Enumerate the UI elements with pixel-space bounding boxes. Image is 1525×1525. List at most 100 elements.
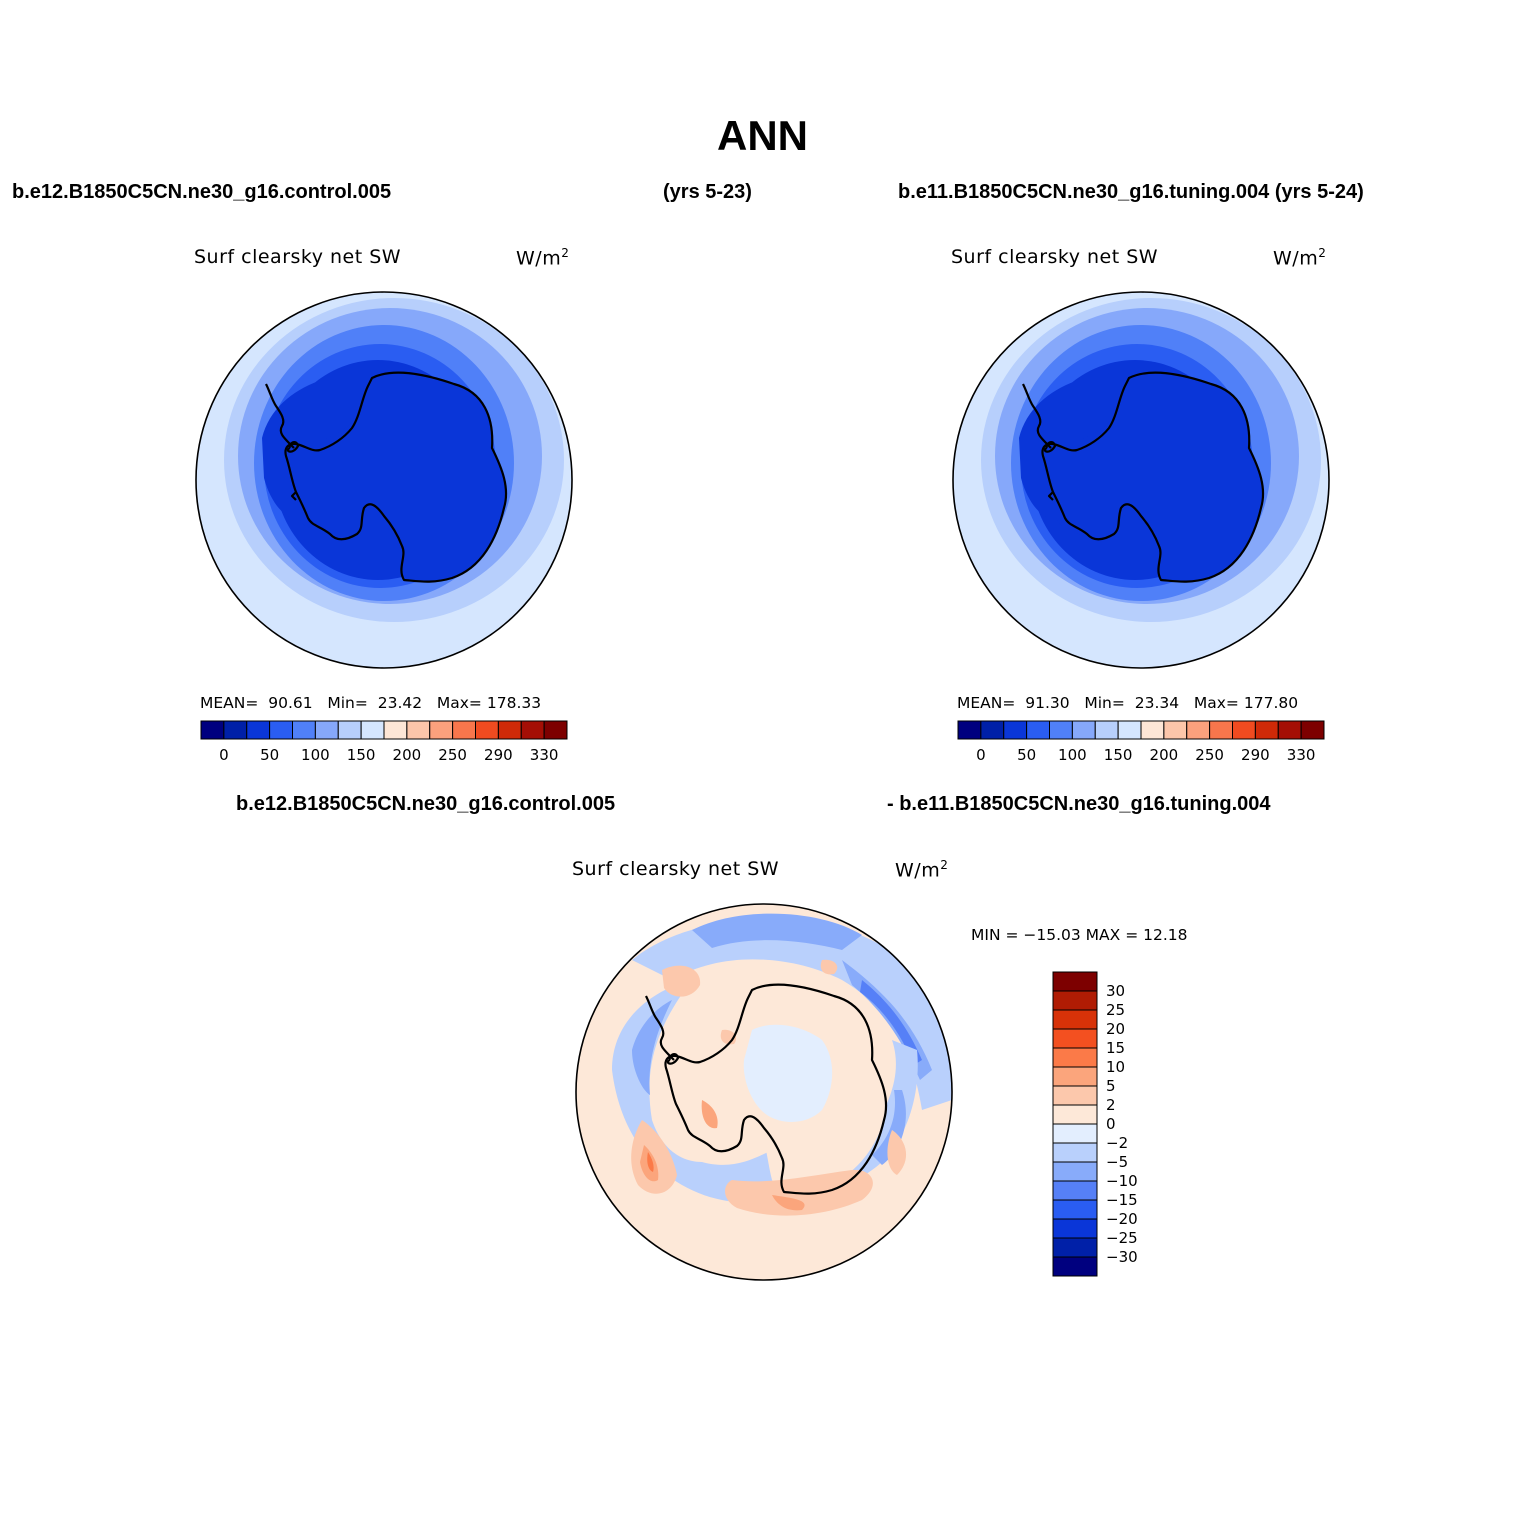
panel2-polar-map bbox=[952, 291, 1330, 669]
diff-variable: Surf clearsky net SW bbox=[572, 858, 780, 880]
diff-colorbar-tick-label: −5 bbox=[1106, 1153, 1129, 1171]
diff-colorbar-tick-label: −30 bbox=[1106, 1248, 1138, 1266]
diff-stats: MIN = −15.03 MAX = 12.18 bbox=[971, 926, 1188, 944]
panel1-colorbar-labels: 0 50 100 150 200 250 290 330 bbox=[200, 746, 568, 766]
diff-colorbar-tick-label: 5 bbox=[1106, 1077, 1116, 1095]
panel1-colorbar-swatch bbox=[360, 720, 385, 740]
diff-colorbar-swatch bbox=[1052, 1142, 1098, 1163]
panel2-colorbar-swatch bbox=[1254, 720, 1279, 740]
panel2-colorbar-tick-label: 290 bbox=[1241, 746, 1270, 764]
panel2-colorbar-tick-label: 50 bbox=[1017, 746, 1037, 764]
panel2-units: W/m2 bbox=[1273, 246, 1327, 270]
panel2-colorbar-tick-label: 250 bbox=[1195, 746, 1224, 764]
panel1-colorbar-tick-label: 200 bbox=[392, 746, 422, 764]
panel2-colorbar-labels: 0 50 100 150 200 250 290 330 bbox=[957, 746, 1325, 766]
panel2-colorbar-swatch bbox=[980, 720, 1005, 740]
diff-colorbar-tick-label: −2 bbox=[1106, 1134, 1129, 1152]
panel1-colorbar-swatch bbox=[497, 720, 522, 740]
diff-colorbar-swatch bbox=[1052, 990, 1098, 1011]
panel1-colorbar-swatch bbox=[543, 720, 568, 740]
panel1-variable: Surf clearsky net SW bbox=[194, 246, 402, 268]
diff-units: W/m2 bbox=[895, 858, 949, 882]
diff-colorbar-tick-label: 30 bbox=[1106, 982, 1126, 1000]
diff-colorbar-swatch bbox=[1052, 1237, 1098, 1258]
panel2-colorbar-tick-label: 150 bbox=[1103, 746, 1133, 764]
diff-colorbar-swatch bbox=[1052, 1009, 1098, 1030]
panel2-colorbar-swatch bbox=[1094, 720, 1119, 740]
panel1-colorbar-swatch bbox=[337, 720, 362, 740]
diff-case1-label: b.e12.B1850C5CN.ne30_g16.control.005 bbox=[236, 793, 616, 815]
diff-colorbar-tick-label: −15 bbox=[1106, 1191, 1138, 1209]
diff-colorbar-swatch bbox=[1052, 1256, 1098, 1277]
panel1-colorbar-swatch bbox=[292, 720, 316, 740]
diff-colorbar-tick-label: 0 bbox=[1106, 1115, 1116, 1133]
panel2-colorbar-tick-label: 330 bbox=[1286, 746, 1316, 764]
diff-colorbar-swatch bbox=[1052, 1047, 1098, 1068]
panel2-colorbar-swatch bbox=[1140, 720, 1165, 740]
case1-label: b.e12.B1850C5CN.ne30_g16.control.005 bbox=[12, 181, 392, 203]
panel1-colorbar-swatch bbox=[269, 720, 293, 740]
diff-colorbar-swatch bbox=[1052, 1028, 1098, 1049]
panel1-colorbar-swatch bbox=[200, 720, 225, 740]
panel2-variable: Surf clearsky net SW bbox=[951, 246, 1159, 268]
diff-colorbar-tick-label: −20 bbox=[1106, 1210, 1138, 1228]
plot-title: ANN bbox=[717, 112, 808, 159]
panel1-colorbar-tick-label: 290 bbox=[484, 746, 513, 764]
case1-years: (yrs 5-23) bbox=[663, 181, 752, 203]
diff-colorbar-tick-label: 2 bbox=[1106, 1096, 1116, 1114]
diff-polar-map bbox=[575, 903, 953, 1281]
panel2-colorbar-swatch bbox=[1300, 720, 1325, 740]
diff-colorbar-tick-label: 15 bbox=[1106, 1039, 1126, 1057]
diff-colorbar bbox=[1052, 971, 1098, 1277]
panel1-units: W/m2 bbox=[516, 246, 570, 270]
diff-colorbar-swatch bbox=[1052, 1199, 1098, 1220]
panel1-colorbar-tick-label: 250 bbox=[438, 746, 467, 764]
panel2-colorbar-swatch bbox=[1117, 720, 1142, 740]
panel2-colorbar-swatch bbox=[1049, 720, 1073, 740]
panel2-colorbar-swatch bbox=[957, 720, 982, 740]
panel1-colorbar-tick-label: 100 bbox=[301, 746, 330, 764]
panel2-colorbar-swatch bbox=[1071, 720, 1096, 740]
diff-colorbar-tick-label: 25 bbox=[1106, 1001, 1126, 1019]
panel2-colorbar-tick-label: 200 bbox=[1149, 746, 1179, 764]
diff-colorbar-labels: 30 25 20 15 10 5 2 0 −2 −5 −10 −15 −20 −25 −30 bbox=[1102, 971, 1162, 1277]
panel2-colorbar bbox=[957, 720, 1325, 740]
panel1-polar-map bbox=[195, 291, 573, 669]
diff-colorbar-swatch bbox=[1052, 1085, 1098, 1106]
panel2-colorbar-swatch bbox=[1277, 720, 1302, 740]
panel1-colorbar-swatch bbox=[406, 720, 431, 740]
panel2-colorbar-tick-label: 0 bbox=[976, 746, 986, 764]
panel2-stats: MEAN= 91.30 Min= 23.34 Max= 177.80 bbox=[957, 694, 1299, 712]
panel2-colorbar-swatch bbox=[1026, 720, 1050, 740]
panel2-colorbar-tick-label: 100 bbox=[1058, 746, 1087, 764]
diff-colorbar-swatch bbox=[1052, 1180, 1098, 1201]
diff-colorbar-tick-label: 20 bbox=[1106, 1020, 1126, 1038]
diff-case2-label: - b.e11.B1850C5CN.ne30_g16.tuning.004 bbox=[887, 793, 1271, 815]
panel1-stats: MEAN= 90.61 Min= 23.42 Max= 178.33 bbox=[200, 694, 542, 712]
diff-colorbar-tick-label: −25 bbox=[1106, 1229, 1138, 1247]
panel1-colorbar-swatch bbox=[383, 720, 408, 740]
panel2-colorbar-swatch bbox=[1163, 720, 1188, 740]
panel1-colorbar-tick-label: 0 bbox=[219, 746, 229, 764]
panel1-colorbar-swatch bbox=[223, 720, 248, 740]
panel1-colorbar-swatch bbox=[314, 720, 339, 740]
diff-colorbar-swatch bbox=[1052, 1104, 1098, 1125]
diff-colorbar-tick-label: 10 bbox=[1106, 1058, 1126, 1076]
diff-colorbar-swatch bbox=[1052, 1161, 1098, 1182]
panel1-colorbar-swatch bbox=[520, 720, 545, 740]
diff-colorbar-swatch bbox=[1052, 1066, 1098, 1087]
diff-colorbar-swatch bbox=[1052, 1123, 1098, 1144]
panel2-colorbar-swatch bbox=[1003, 720, 1028, 740]
panel2-colorbar-swatch bbox=[1232, 720, 1256, 740]
diff-colorbar-swatch bbox=[1052, 1218, 1098, 1239]
panel2-colorbar-swatch bbox=[1186, 720, 1211, 740]
diff-colorbar-tick-label: −10 bbox=[1106, 1172, 1138, 1190]
case2-label: b.e11.B1850C5CN.ne30_g16.tuning.004 (yrs… bbox=[898, 181, 1364, 203]
panel1-colorbar-swatch bbox=[429, 720, 454, 740]
diff-colorbar-swatch bbox=[1052, 971, 1098, 992]
panel1-colorbar-tick-label: 330 bbox=[529, 746, 559, 764]
panel2-colorbar-swatch bbox=[1209, 720, 1233, 740]
panel1-colorbar bbox=[200, 720, 568, 740]
panel1-colorbar-tick-label: 50 bbox=[260, 746, 280, 764]
panel1-colorbar-swatch bbox=[475, 720, 499, 740]
